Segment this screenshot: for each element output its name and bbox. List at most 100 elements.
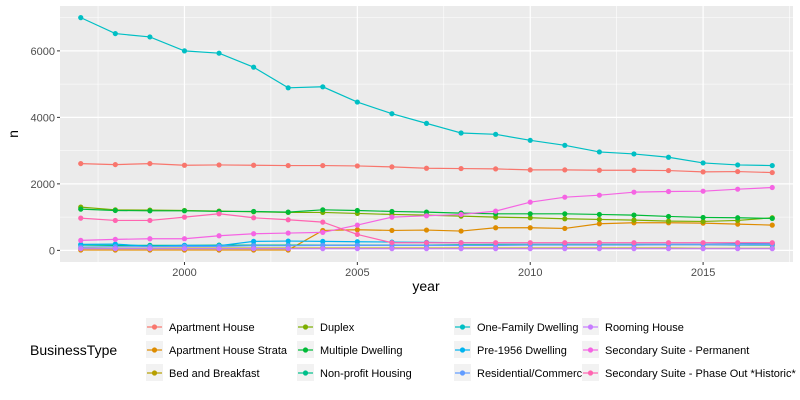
data-point (78, 215, 84, 221)
data-point (769, 184, 775, 191)
data-point (285, 230, 291, 236)
series-9 (78, 246, 775, 252)
data-point (423, 213, 430, 219)
data-point (527, 137, 533, 143)
data-point (769, 169, 775, 176)
data-point (423, 209, 430, 215)
data-point (354, 163, 360, 169)
data-point (423, 246, 430, 252)
data-point (423, 165, 430, 171)
data-point (700, 160, 706, 166)
data-point (735, 186, 741, 192)
data-point (527, 167, 533, 173)
data-point (354, 99, 360, 105)
data-point (320, 238, 326, 244)
y-tick-label: 6000 (31, 46, 55, 58)
data-point (596, 192, 602, 198)
legend-key-point (587, 370, 594, 376)
data-point (354, 246, 360, 252)
data-point (665, 213, 672, 220)
legend-item: One-Family Dwelling (454, 318, 578, 335)
data-point (562, 194, 568, 200)
data-point (596, 221, 602, 227)
data-point (354, 227, 360, 233)
data-point (631, 167, 637, 173)
legend-item: Residential/Commercial (454, 364, 593, 381)
data-point (665, 188, 672, 195)
data-point (735, 168, 741, 175)
data-point (562, 246, 568, 252)
data-point (181, 246, 188, 252)
legend-label: Non-profit Housing (320, 368, 412, 380)
data-point (320, 229, 326, 236)
data-point (665, 218, 672, 224)
data-point (389, 164, 395, 170)
legend-label: One-Family Dwelling (477, 322, 578, 334)
plot-panel (60, 6, 793, 262)
legend: BusinessType Apartment House Apartment Ho… (30, 318, 796, 381)
x-tick-label: 2010 (518, 267, 542, 279)
data-point (631, 189, 637, 195)
data-point (493, 208, 499, 214)
legend-label: Pre-1956 Dwelling (477, 345, 567, 357)
data-point (596, 216, 602, 223)
data-point (769, 240, 775, 246)
data-point (493, 166, 499, 172)
data-point (527, 240, 533, 246)
data-point (216, 211, 222, 217)
data-point (354, 222, 360, 228)
data-point (631, 240, 637, 246)
legend-label: Apartment House Strata (169, 345, 288, 357)
y-axis-title: n (5, 130, 21, 138)
data-point (493, 131, 499, 137)
data-point (147, 246, 153, 252)
data-point (527, 215, 533, 221)
data-point (735, 221, 741, 227)
data-point (423, 240, 430, 246)
legend-key-point (302, 324, 309, 330)
data-point (112, 207, 118, 214)
data-point (562, 211, 568, 217)
legend-key-point (302, 347, 309, 353)
legend-label: Secondary Suite - Permanent (605, 345, 749, 357)
data-point (251, 231, 257, 237)
legend-key-point (459, 370, 466, 376)
data-point (700, 214, 706, 221)
y-tick-label: 4000 (31, 112, 55, 124)
legend-label: Rooming House (605, 322, 684, 334)
data-point (181, 236, 188, 242)
data-point (631, 217, 637, 223)
legend-label: Secondary Suite - Phase Out *Historic* (605, 368, 796, 380)
data-point (700, 240, 706, 246)
series-layer (78, 15, 775, 253)
data-point (458, 246, 464, 252)
axes: 2000 2005 2010 2015 0 2000 4000 6000 (31, 46, 716, 279)
data-point (562, 216, 568, 222)
data-point (251, 162, 257, 168)
data-point (769, 246, 775, 252)
data-point (735, 240, 741, 246)
y-tick-label: 2000 (31, 179, 55, 191)
data-point (527, 199, 533, 205)
data-point (216, 50, 222, 56)
x-tick-label: 2000 (172, 267, 196, 279)
data-point (769, 215, 775, 222)
data-point (78, 206, 84, 212)
data-point (78, 160, 84, 167)
data-point (216, 246, 222, 252)
legend-label: Apartment House (169, 322, 255, 334)
data-point (251, 208, 257, 215)
data-point (320, 246, 326, 252)
data-point (389, 246, 395, 252)
data-point (320, 84, 326, 90)
data-point (596, 211, 602, 218)
data-point (216, 162, 222, 168)
legend-item: Secondary Suite - Permanent (582, 341, 749, 358)
data-point (458, 130, 464, 136)
legend-label: Duplex (320, 322, 355, 334)
data-point (458, 240, 464, 246)
legend-key-point (587, 347, 594, 353)
data-point (665, 167, 672, 174)
legend-item: Apartment House Strata (146, 341, 288, 358)
